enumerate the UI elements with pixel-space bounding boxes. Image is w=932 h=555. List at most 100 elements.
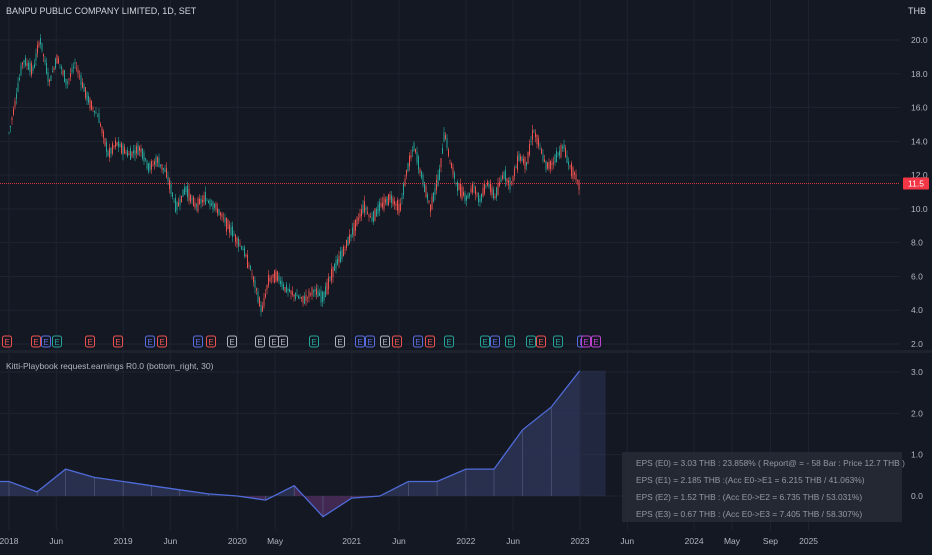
earnings-marker: E xyxy=(355,335,365,348)
candle-body xyxy=(476,193,478,195)
candle-body xyxy=(470,188,472,193)
candle-body xyxy=(472,183,473,193)
earnings-marker: E xyxy=(157,335,167,348)
candle-body xyxy=(208,200,209,203)
candle-body xyxy=(392,198,394,205)
earnings-marker-label: E xyxy=(367,338,372,347)
earnings-marker-box xyxy=(480,335,490,348)
price-tick-label: 18.0 xyxy=(911,69,928,79)
time-tick-label: May xyxy=(267,536,284,546)
candle-body xyxy=(293,294,295,297)
candle-body xyxy=(364,201,365,213)
candle-body xyxy=(71,68,73,73)
candle-body xyxy=(407,163,409,171)
candle-body xyxy=(53,67,55,70)
eps-tick-label: 1.0 xyxy=(911,450,923,460)
candle-body xyxy=(413,142,415,151)
eps-area-segment xyxy=(151,485,180,496)
earnings-marker: E xyxy=(480,335,490,348)
candle-body xyxy=(412,150,413,152)
candle-body xyxy=(559,150,560,156)
candle-body xyxy=(371,217,373,221)
candle-body xyxy=(92,108,94,110)
earnings-marker-box xyxy=(526,335,536,348)
candle-body xyxy=(508,180,509,185)
candle-body xyxy=(374,208,376,221)
candle-body xyxy=(277,271,278,281)
candle-body xyxy=(173,201,175,202)
candle-body xyxy=(574,172,575,175)
candle-body xyxy=(64,70,65,83)
currency-label: THB xyxy=(908,6,926,16)
candle-body xyxy=(209,199,211,207)
candle-body xyxy=(475,186,476,195)
candle-body xyxy=(233,234,235,236)
candle-body xyxy=(577,180,578,181)
earnings-marker-box xyxy=(591,335,601,348)
candle-body xyxy=(278,275,280,282)
candle-body xyxy=(254,280,256,288)
candle-body xyxy=(227,220,229,229)
candle-body xyxy=(185,186,187,193)
candle-body xyxy=(242,249,244,251)
earnings-marker-box xyxy=(413,335,423,348)
candle-body xyxy=(26,62,28,66)
candle-body xyxy=(341,249,343,259)
candle-body xyxy=(419,168,421,173)
time-tick-label: 2023 xyxy=(571,536,590,546)
candle-body xyxy=(487,181,488,186)
candle-body xyxy=(67,82,68,84)
eps-area-group xyxy=(0,370,606,518)
candle-body xyxy=(124,146,125,154)
earnings-marker-label: E xyxy=(357,338,362,347)
candle-body xyxy=(259,297,260,307)
earnings-marker-box xyxy=(52,335,62,348)
candle-body xyxy=(329,277,331,279)
candle-body xyxy=(178,202,179,207)
candle-body xyxy=(166,167,167,178)
candle-body xyxy=(430,204,431,212)
candle-body xyxy=(119,144,121,148)
candle-body xyxy=(515,166,517,169)
eps-area-segment xyxy=(494,429,523,496)
candle-body xyxy=(146,160,148,169)
earnings-marker: E xyxy=(425,335,435,348)
earnings-marker-label: E xyxy=(87,338,92,347)
candle-body xyxy=(532,130,533,140)
candle-body xyxy=(128,153,130,155)
candle-body xyxy=(145,158,146,160)
candle-body xyxy=(530,141,532,143)
candle-body xyxy=(223,217,224,219)
candle-body xyxy=(29,62,31,73)
candle-body xyxy=(46,63,47,74)
price-tick-label: 8.0 xyxy=(911,238,923,248)
candle-body xyxy=(257,291,259,302)
candle-body xyxy=(80,75,82,86)
candle-body xyxy=(230,227,232,236)
candle-body xyxy=(83,84,85,92)
candle-body xyxy=(322,291,323,302)
candle-body xyxy=(457,182,458,192)
candle-body xyxy=(428,200,430,203)
candle-body xyxy=(142,148,143,159)
candle-body xyxy=(571,163,572,177)
candle-body xyxy=(22,62,23,65)
candle-body xyxy=(97,115,98,117)
candle-body xyxy=(491,187,493,196)
candle-body xyxy=(493,189,494,199)
candle-body xyxy=(251,274,253,275)
candle-body xyxy=(443,132,445,143)
candle-body xyxy=(47,72,49,82)
candle-body xyxy=(182,189,184,197)
candle-body xyxy=(331,268,332,281)
candle-body xyxy=(518,153,520,161)
candle-body xyxy=(401,197,403,200)
candle-body xyxy=(391,195,392,203)
candle-body xyxy=(113,145,115,147)
candle-body xyxy=(247,254,248,269)
candle-body xyxy=(91,100,92,110)
eps-line-e3: EPS (E3) = 0.67 THB : (Acc E0->E3 = 7.40… xyxy=(636,509,863,519)
candle-body xyxy=(50,75,52,81)
earnings-marker-label: E xyxy=(593,338,598,347)
